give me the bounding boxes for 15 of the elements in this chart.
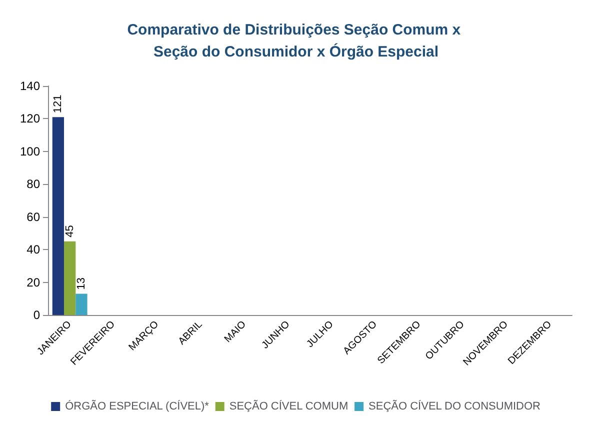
y-tick-label: 40 <box>26 242 40 257</box>
data-label: 121 <box>52 94 64 114</box>
legend-label: ÓRGÃO ESPECIAL (CÍVEL)* <box>65 400 210 412</box>
y-tick-label: 20 <box>26 275 40 290</box>
y-tick-label: 140 <box>20 79 40 93</box>
data-label: 45 <box>64 225 76 238</box>
y-tick-label: 100 <box>20 144 40 158</box>
data-label: 13 <box>75 277 88 290</box>
legend-label: SEÇÃO CÍVEL DO CONSUMIDOR <box>368 400 541 412</box>
y-tick-label: 60 <box>26 210 40 224</box>
y-tick-label: 80 <box>26 177 40 192</box>
chart-title: Comparativo de Distribuições Seção Comum x Seção do Consumidor x Órgão Especial <box>127 22 465 60</box>
y-tick-label: 120 <box>20 112 40 126</box>
y-tick-label: 0 <box>33 308 40 322</box>
legend-label: SEÇÃO CÍVEL COMUM <box>229 400 348 412</box>
